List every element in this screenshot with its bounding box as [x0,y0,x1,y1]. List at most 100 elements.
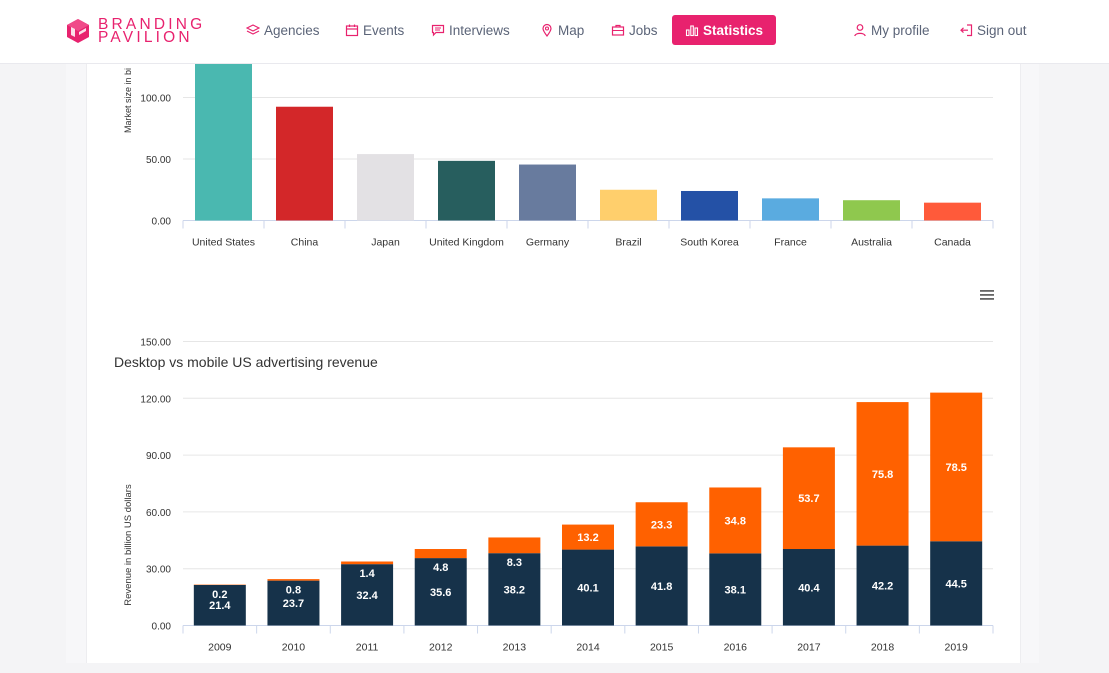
nav-agencies-label: Agencies [264,23,320,38]
sign-out-icon [959,23,973,37]
bar-mobile [415,549,467,558]
x-tick-label: 2013 [503,642,527,654]
data-label-mobile: 8.3 [507,557,522,569]
data-label-desktop: 21.4 [209,600,231,612]
bar [438,161,495,221]
data-label-desktop: 42.2 [872,581,893,593]
data-label-mobile: 53.7 [798,493,819,505]
bar [519,165,576,221]
data-label-mobile: 75.8 [872,469,893,481]
data-label-mobile: 0.2 [212,589,227,601]
top-navbar: BRANDING PAVILION Agencies Events Interv… [0,0,1109,64]
data-label-desktop: 44.5 [945,578,966,590]
nav-statistics-label: Statistics [703,23,763,38]
data-label-desktop: 32.4 [356,590,378,602]
x-tick-label: 2014 [576,642,600,654]
data-label-desktop: 23.7 [283,598,304,610]
bar-mobile [341,562,393,565]
market-size-chart: 0.00 50.00 100.00 United States China Japan Un… [87,63,1020,263]
nav-interviews-label: Interviews [449,23,510,38]
x-tick-label: Germany [526,237,570,249]
x-tick-label: China [291,237,319,249]
data-label-desktop: 35.6 [430,587,451,599]
y-tick-label: 0.00 [152,217,172,228]
nav-sign-out[interactable]: Sign out [959,15,1027,45]
data-label-mobile: 0.8 [286,585,301,597]
y-tick-label: 0.00 [152,622,172,633]
briefcase-icon [611,23,625,37]
x-tick-label: 2017 [797,642,821,654]
bar [762,198,819,220]
x-tick-label: 2011 [356,642,379,654]
bar-mobile [267,579,319,581]
y-axis-title: Revenue in billion US dollars [123,484,134,606]
brand-logo[interactable]: BRANDING PAVILION [66,16,205,46]
nav-map[interactable]: Map [540,15,584,45]
nav-map-label: Map [558,23,584,38]
bar [924,203,981,221]
data-label-desktop: 38.1 [725,584,746,596]
page-gutter-left [66,63,86,663]
x-tick-label: France [774,237,807,249]
data-label-desktop: 38.2 [504,584,525,596]
nav-sign-out-label: Sign out [977,23,1027,38]
layers-icon [246,23,260,37]
nav-interviews[interactable]: Interviews [431,15,510,45]
calendar-icon [345,23,359,37]
nav-agencies[interactable]: Agencies [246,15,320,45]
data-label-mobile: 23.3 [651,519,672,531]
nav-jobs-label: Jobs [629,23,658,38]
bar [843,200,900,220]
chart-menu-icon[interactable] [979,288,995,302]
bar [600,190,657,221]
x-tick-label: 2016 [724,642,748,654]
x-tick-label: Brazil [615,237,641,249]
x-tick-label: Canada [934,237,971,249]
bar-mobile [488,537,540,553]
page-gutter-right [1019,63,1039,663]
advertising-revenue-chart: Desktop vs mobile US advertising revenue… [87,273,1020,673]
data-label-mobile: 78.5 [945,462,966,474]
y-tick-label: 120.00 [140,394,171,405]
nav-events[interactable]: Events [345,15,404,45]
nav-jobs[interactable]: Jobs [611,15,658,45]
user-icon [853,23,867,37]
nav-statistics[interactable]: Statistics [672,15,776,45]
x-tick-label: 2018 [871,642,895,654]
data-label-mobile: 1.4 [359,568,375,580]
x-tick-label: Australia [851,237,892,249]
y-tick-label: 150.00 [140,338,171,349]
bar [195,63,252,220]
bar-chart-icon [685,23,699,37]
bar [681,191,738,221]
data-label-mobile: 34.8 [725,515,746,527]
x-tick-label: United Kingdom [429,237,504,249]
data-label-mobile: 4.8 [433,562,448,574]
x-tick-label: 2009 [208,642,232,654]
data-label-mobile: 13.2 [577,532,598,544]
x-tick-label: South Korea [680,237,739,249]
x-tick-label: Japan [371,237,400,249]
brand-line-2: PAVILION [98,31,205,44]
map-pin-icon [540,23,554,37]
data-label-desktop: 40.1 [577,583,598,595]
y-tick-label: 90.00 [146,451,171,462]
statistics-content: 0.00 50.00 100.00 United States China Japan Un… [86,63,1021,663]
data-label-desktop: 41.8 [651,581,672,593]
nav-events-label: Events [363,23,404,38]
chart-title: Desktop vs mobile US advertising revenue [114,354,378,370]
bar [357,154,414,220]
x-tick-label: 2010 [282,642,306,654]
y-tick-label: 60.00 [146,508,171,519]
x-tick-label: 2019 [945,642,969,654]
y-tick-label: 30.00 [146,565,171,576]
data-label-desktop: 40.4 [798,582,820,594]
nav-my-profile-label: My profile [871,23,930,38]
bar [276,107,333,221]
nav-my-profile[interactable]: My profile [853,15,930,45]
y-tick-label: 50.00 [146,155,171,166]
y-tick-label: 100.00 [140,94,171,105]
x-tick-label: 2012 [429,642,453,654]
logo-cube-icon [66,18,90,44]
x-tick-label: United States [192,237,255,249]
